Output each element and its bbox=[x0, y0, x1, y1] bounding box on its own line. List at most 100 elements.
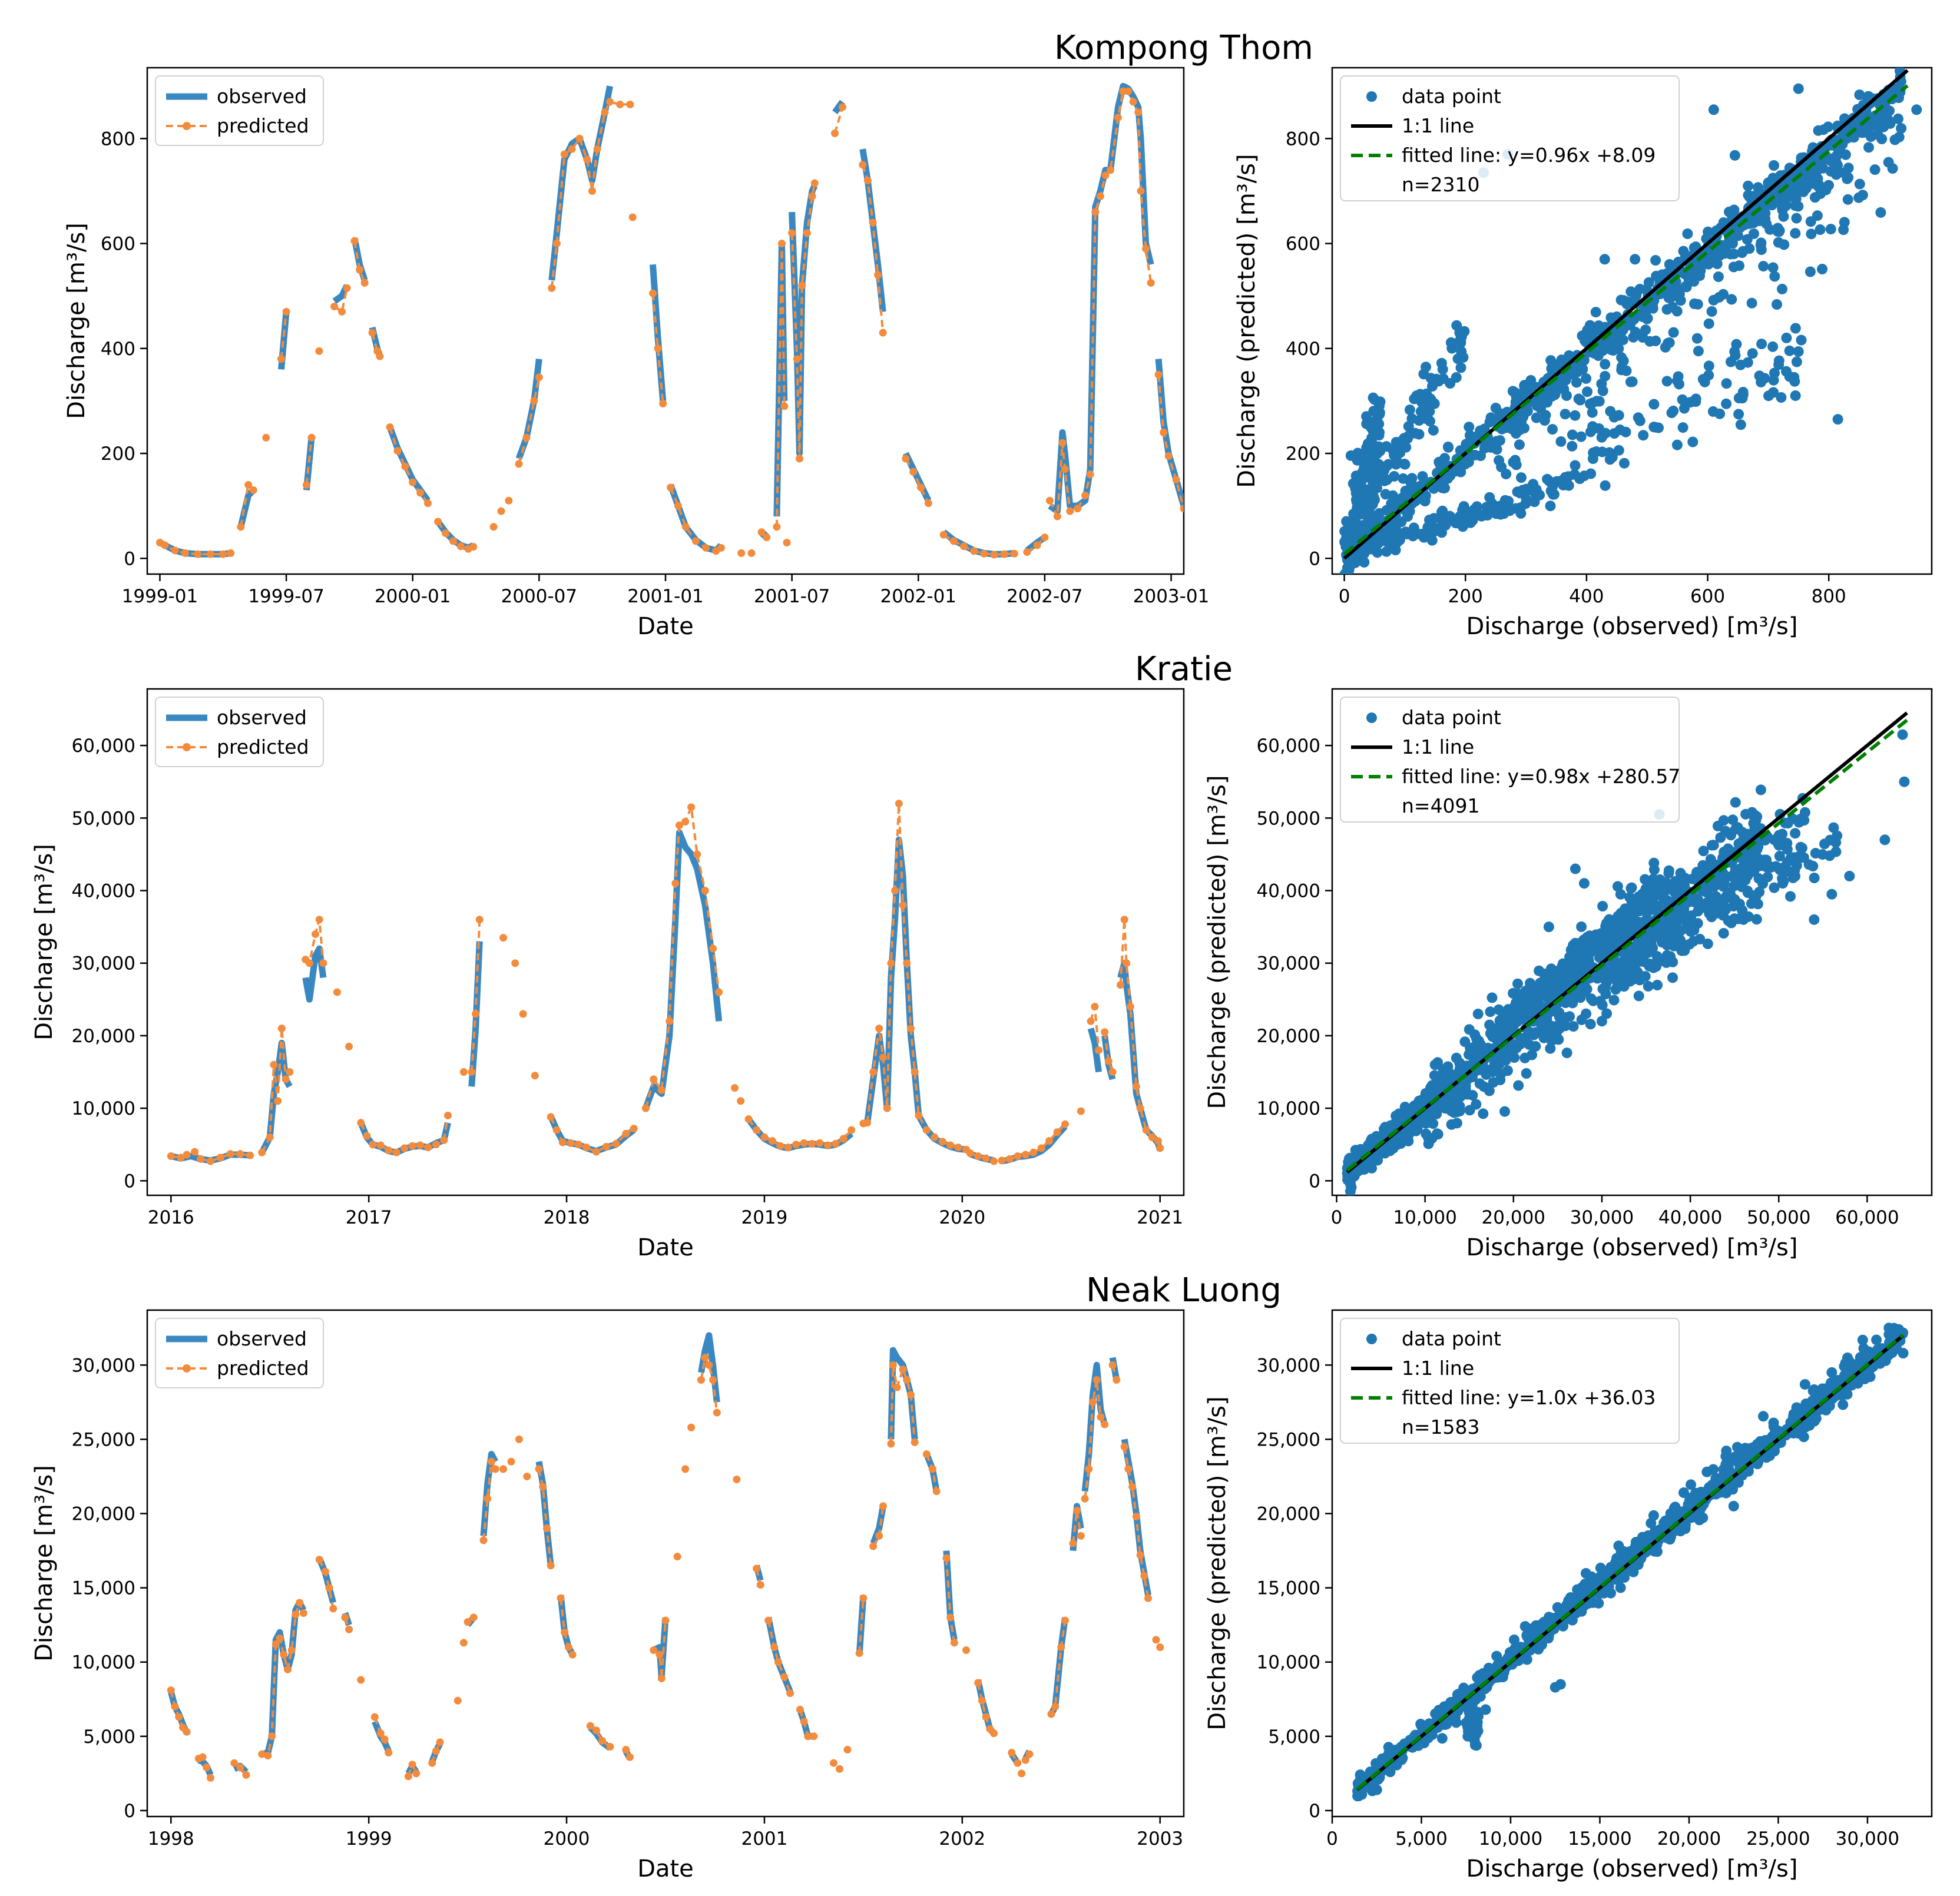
timeseries-1-predicted-line bbox=[969, 1152, 995, 1162]
scatter-2-ytick-label: 0 bbox=[1309, 1801, 1320, 1822]
timeseries-2-predicted-marker bbox=[341, 1613, 349, 1622]
timeseries-2-observed-line bbox=[1070, 1503, 1084, 1552]
scatter-1-data-point bbox=[1748, 818, 1759, 829]
timeseries-2-predicted-marker bbox=[598, 1736, 607, 1745]
scatter-0-data-point bbox=[1494, 435, 1505, 446]
scatter-1-data-point bbox=[1605, 971, 1616, 982]
timeseries-0-predicted-marker bbox=[376, 352, 384, 360]
timeseries-1-predicted-marker bbox=[832, 1140, 840, 1148]
timeseries-2-predicted-marker bbox=[183, 1728, 191, 1736]
scatter-0-data-point bbox=[1554, 382, 1565, 393]
scatter-1-data-point bbox=[1809, 914, 1820, 925]
timeseries-2-predicted-marker bbox=[171, 1702, 179, 1711]
timeseries-1-xtick-label: 2020 bbox=[939, 1207, 985, 1228]
timeseries-0-xtick-label: 2002-07 bbox=[1007, 586, 1083, 607]
scatter-0-data-point bbox=[1374, 397, 1385, 408]
timeseries-2-legend-predicted-label: predicted bbox=[217, 1357, 309, 1380]
timeseries-0-predicted-marker bbox=[773, 523, 781, 531]
timeseries-0-predicted-marker bbox=[1096, 192, 1104, 200]
scatter-1-xtick-label: 50,000 bbox=[1747, 1207, 1810, 1228]
timeseries-2-xtick-label: 2000 bbox=[544, 1828, 590, 1849]
scatter-0-data-point bbox=[1580, 335, 1591, 346]
scatter-0-data-point bbox=[1878, 121, 1889, 132]
timeseries-1-predicted-marker bbox=[177, 1153, 185, 1162]
scatter-1-data-point bbox=[1631, 903, 1642, 914]
timeseries-0-predicted-marker bbox=[674, 502, 682, 510]
timeseries-0-predicted-marker bbox=[949, 537, 958, 545]
scatter-1-ytick-label: 50,000 bbox=[1257, 808, 1320, 829]
scatter-0-data-point bbox=[1796, 334, 1807, 346]
scatter-0-data-point bbox=[1809, 192, 1820, 203]
scatter-1-data-point bbox=[1580, 983, 1591, 995]
scatter-1-data-point bbox=[1515, 1039, 1525, 1050]
scatter-0-data-point bbox=[1420, 409, 1431, 420]
timeseries-1-predicted-marker bbox=[1108, 1068, 1117, 1076]
scatter-0-data-point bbox=[1512, 486, 1523, 498]
timeseries-1-predicted-marker bbox=[891, 887, 899, 895]
scatter-1-data-point bbox=[1844, 870, 1855, 881]
timeseries-2-predicted-marker bbox=[325, 1584, 333, 1592]
scatter-0-data-point bbox=[1567, 440, 1578, 452]
scatter-2-data-point bbox=[1789, 1410, 1800, 1421]
timeseries-2-predicted-marker bbox=[321, 1567, 329, 1576]
scatter-0-data-point bbox=[1408, 526, 1419, 538]
timeseries-2-predicted-marker bbox=[655, 1650, 664, 1659]
timeseries-2-predicted-marker bbox=[484, 1494, 492, 1503]
scatter-0-data-point bbox=[1817, 163, 1829, 174]
timeseries-1-predicted-marker bbox=[274, 1097, 282, 1105]
scatter-1-data-point bbox=[1657, 886, 1668, 897]
timeseries-1-predicted-marker bbox=[1087, 1017, 1095, 1025]
scatter-0-data-point bbox=[1575, 431, 1587, 442]
scatter-0-data-point bbox=[1653, 422, 1664, 433]
timeseries-2-predicted-marker bbox=[709, 1376, 717, 1384]
timeseries-1-predicted-marker bbox=[687, 803, 696, 811]
timeseries-0-predicted-line bbox=[833, 107, 844, 134]
scatter-1-data-point bbox=[1451, 1118, 1462, 1129]
scatter-1-data-point bbox=[1467, 1090, 1478, 1101]
scatter-0-data-point bbox=[1516, 472, 1527, 483]
timeseries-1-panel: 2016 2017 2018 2019 2020 2021010,00020,00030,… bbox=[31, 688, 1185, 1261]
scatter-1-xtick-label: 10,000 bbox=[1393, 1207, 1456, 1228]
timeseries-2-predicted-marker bbox=[376, 1729, 385, 1738]
scatter-0-xtick-label: 600 bbox=[1690, 586, 1725, 607]
timeseries-0-predicted-marker bbox=[515, 460, 523, 468]
timeseries-0-predicted-marker bbox=[522, 433, 531, 442]
timeseries-1-predicted-marker bbox=[519, 1010, 527, 1018]
scatter-0-data-point bbox=[1668, 327, 1679, 338]
timeseries-2-predicted-marker bbox=[810, 1732, 818, 1741]
timeseries-1-predicted-marker bbox=[258, 1148, 266, 1156]
scatter-0-data-point bbox=[1793, 83, 1804, 94]
scatter-1-data-point bbox=[1571, 944, 1582, 955]
timeseries-2-xtick-label: 1999 bbox=[346, 1828, 392, 1849]
timeseries-2-predicted-marker bbox=[1092, 1376, 1101, 1384]
timeseries-1-predicted-marker bbox=[499, 934, 508, 942]
timeseries-2-xtick-label: 2003 bbox=[1137, 1828, 1183, 1849]
timeseries-2-predicted-marker bbox=[843, 1746, 852, 1754]
timeseries-1-predicted-marker bbox=[226, 1150, 234, 1158]
scatter-1-data-point bbox=[1530, 1027, 1541, 1038]
scatter-2-data-point bbox=[1472, 1725, 1484, 1736]
scatter-1-data-point bbox=[1652, 980, 1663, 990]
timeseries-1-xtick-label: 2021 bbox=[1137, 1207, 1183, 1228]
scatter-0-data-point bbox=[1374, 407, 1385, 418]
timeseries-2-predicted-marker bbox=[459, 1639, 468, 1647]
scatter-0-data-point bbox=[1515, 502, 1526, 513]
scatter-0-data-point bbox=[1793, 346, 1804, 357]
scatter-1-data-point bbox=[1727, 814, 1739, 826]
scatter-0-data-point bbox=[1714, 408, 1726, 419]
scatter-0-data-point bbox=[1464, 422, 1475, 433]
scatter-0-data-point bbox=[1790, 228, 1801, 239]
scatter-2-data-point bbox=[1552, 1602, 1563, 1613]
timeseries-0-predicted-marker bbox=[315, 347, 323, 355]
scatter-2-data-point bbox=[1824, 1400, 1835, 1411]
timeseries-0-predicted-marker bbox=[575, 134, 584, 142]
scatter-0-data-point bbox=[1708, 104, 1719, 115]
scatter-1-data-point bbox=[1740, 808, 1752, 820]
scatter-1-data-point bbox=[1742, 887, 1753, 898]
timeseries-1-predicted-marker bbox=[1029, 1148, 1038, 1156]
timeseries-0-predicted-marker bbox=[1053, 512, 1061, 521]
timeseries-1-predicted-marker bbox=[887, 959, 895, 967]
scatter-0-data-point bbox=[1823, 121, 1834, 132]
scatter-0-data-point bbox=[1911, 104, 1922, 115]
timeseries-2-predicted-marker bbox=[650, 1646, 658, 1655]
